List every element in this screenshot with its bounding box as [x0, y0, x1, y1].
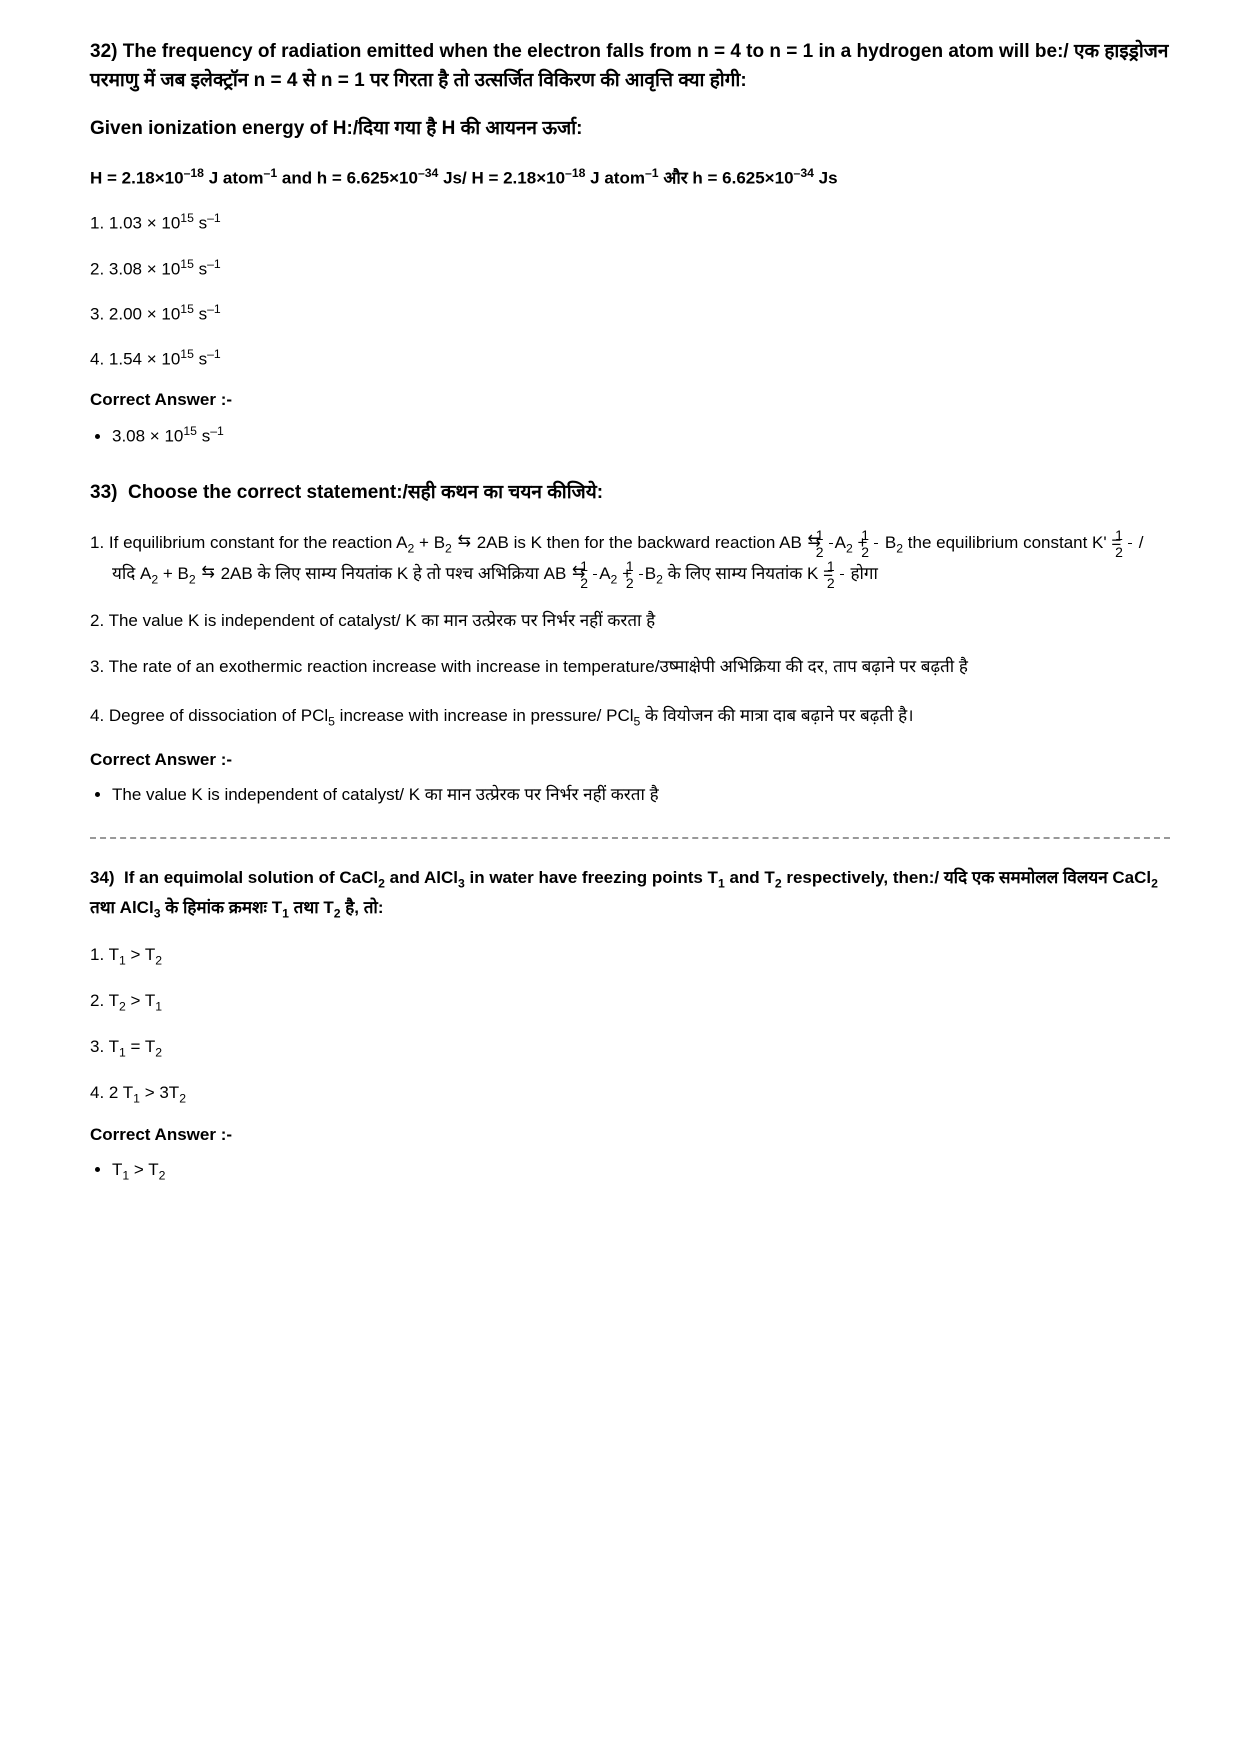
option: 4. 1.54 × 1015 s–1 [90, 345, 1170, 372]
correct-answer-label: Correct Answer :- [90, 750, 1170, 770]
question-32-options: 1. 1.03 × 1015 s–1 2. 3.08 × 1015 s–1 3.… [90, 209, 1170, 372]
option: 2. 3.08 × 1015 s–1 [90, 255, 1170, 282]
correct-answer-list: 3.08 × 1015 s–1 [90, 422, 1170, 449]
option: 1. T1 > T2 [90, 942, 1170, 970]
question-34-options: 1. T1 > T2 2. T2 > T1 3. T1 = T2 4. 2 T1… [90, 942, 1170, 1107]
correct-answer: 3.08 × 1015 s–1 [112, 422, 1170, 449]
option: 1. 1.03 × 1015 s–1 [90, 209, 1170, 236]
option: 3. T1 = T2 [90, 1034, 1170, 1062]
question-32: 32) The frequency of radiation emitted w… [90, 38, 1170, 449]
correct-answer: The value K is independent of catalyst/ … [112, 782, 1170, 808]
question-34-title: 34) If an equimolal solution of CaCl2 an… [90, 864, 1170, 924]
correct-answer-list: The value K is independent of catalyst/ … [90, 782, 1170, 808]
correct-answer-label: Correct Answer :- [90, 1125, 1170, 1145]
option: 3. 2.00 × 1015 s–1 [90, 300, 1170, 327]
question-number: 32) [90, 41, 117, 62]
option: 2. The value K is independent of catalys… [90, 608, 1170, 634]
question-number: 33) [90, 482, 117, 503]
correct-answer-list: T1 > T2 [90, 1157, 1170, 1185]
option: 4. 2 T1 > 3T2 [90, 1080, 1170, 1108]
question-33-options: 1. If equilibrium constant for the react… [90, 528, 1170, 732]
question-text: The frequency of radiation emitted when … [90, 41, 1168, 91]
question-32-sub: Given ionization energy of H:/दिया गया ह… [90, 115, 1170, 144]
question-33-title: 33) Choose the correct statement:/सही कथ… [90, 479, 1170, 508]
correct-answer: T1 > T2 [112, 1157, 1170, 1185]
option: 3. The rate of an exothermic reaction in… [90, 652, 1170, 683]
question-text: Choose the correct statement:/सही कथन का… [128, 482, 603, 503]
correct-answer-label: Correct Answer :- [90, 390, 1170, 410]
option: 2. T2 > T1 [90, 988, 1170, 1016]
question-32-given: H = 2.18×10–18 J atom–1 and h = 6.625×10… [90, 164, 1170, 192]
question-number: 34) [90, 868, 115, 887]
option: 1. If equilibrium constant for the react… [90, 528, 1170, 591]
option: 4. Degree of dissociation of PCl5 increa… [90, 701, 1170, 732]
page-container: 32) The frequency of radiation emitted w… [0, 0, 1240, 1265]
question-text: If an equimolal solution of CaCl2 and Al… [90, 868, 1158, 917]
divider [90, 837, 1170, 839]
question-32-title: 32) The frequency of radiation emitted w… [90, 38, 1170, 95]
question-33: 33) Choose the correct statement:/सही कथ… [90, 479, 1170, 807]
question-34: 34) If an equimolal solution of CaCl2 an… [90, 864, 1170, 1185]
